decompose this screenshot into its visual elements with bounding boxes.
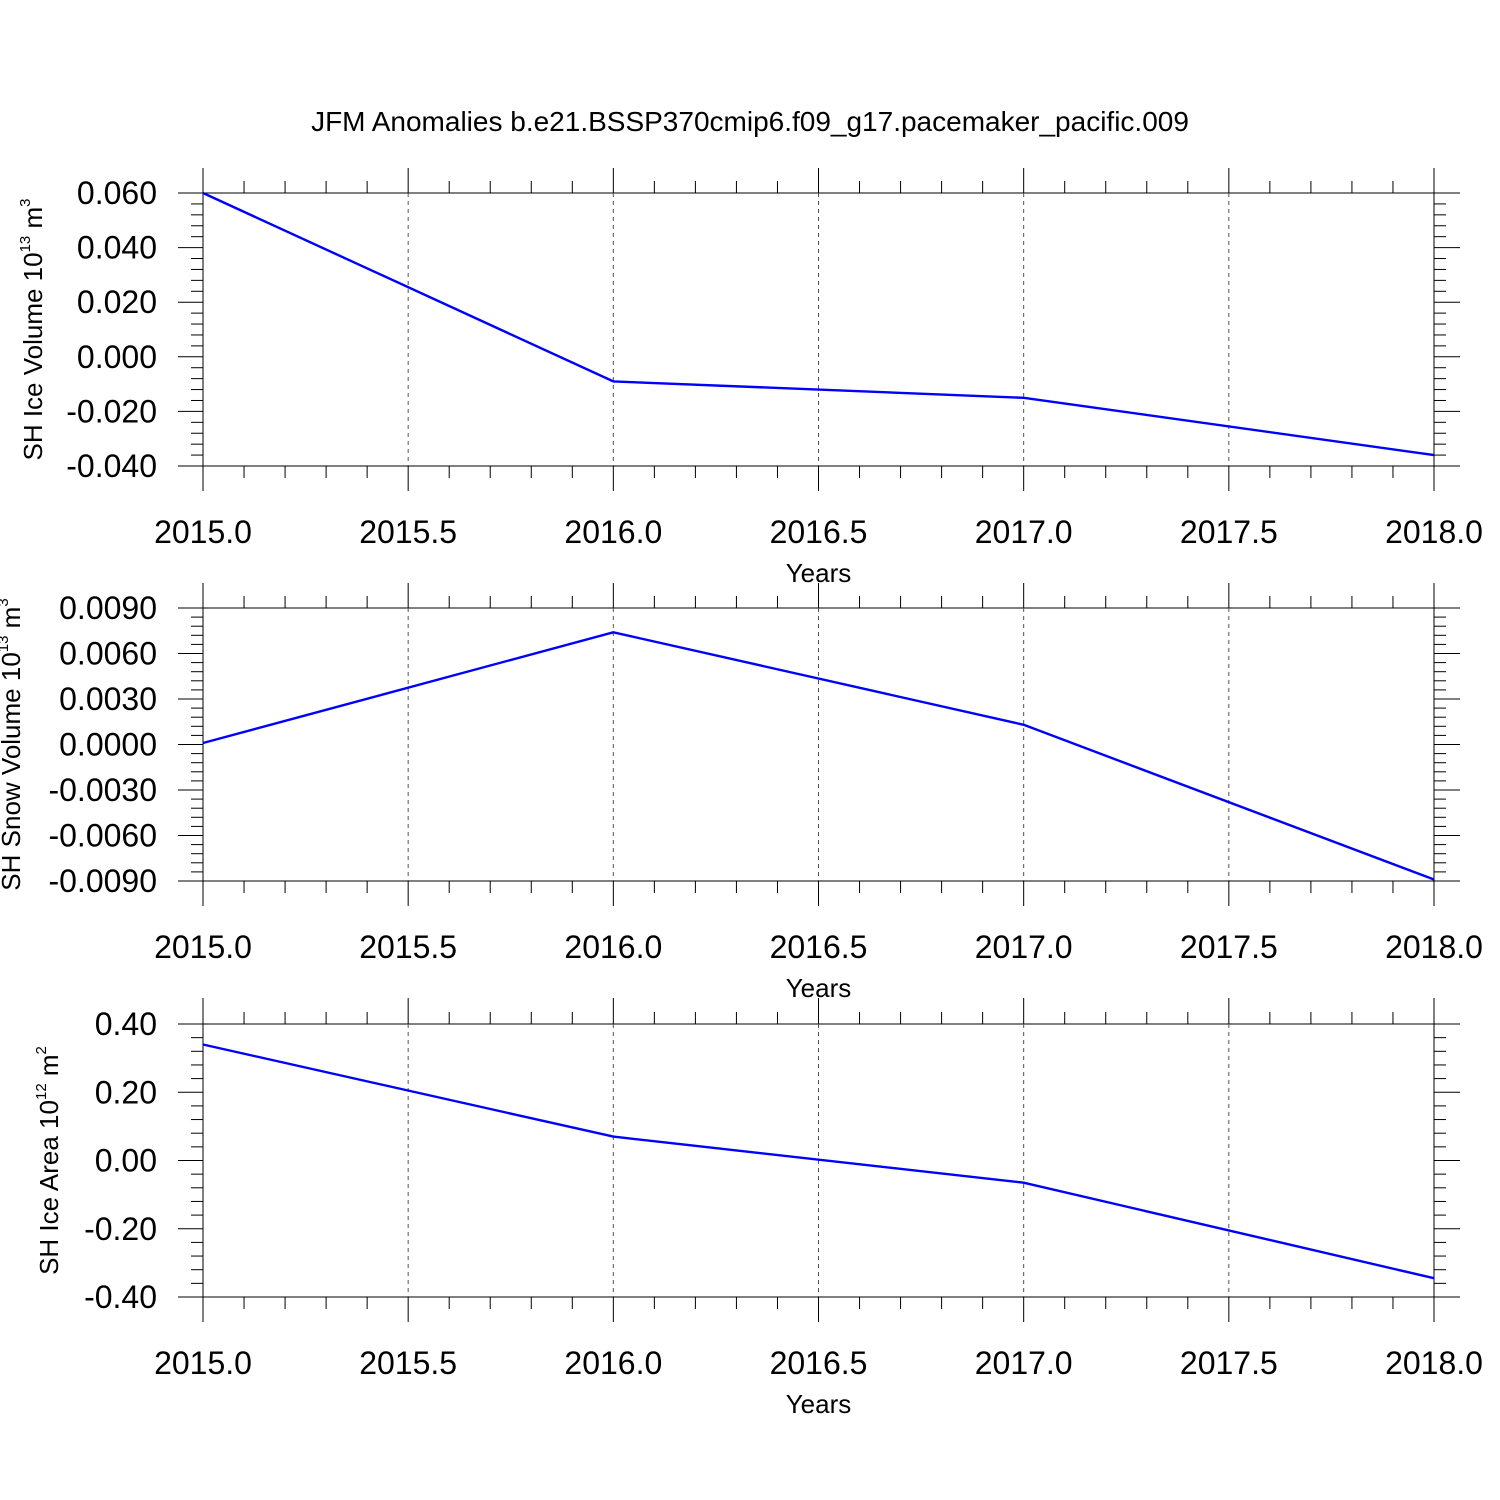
x-tick-label: 2018.0 xyxy=(1385,514,1483,550)
y-axis-title-superscript: 3 xyxy=(0,598,12,606)
y-axis-title-superscript: 13 xyxy=(17,236,34,253)
x-tick-label: 2016.0 xyxy=(564,929,662,965)
x-tick-label: 2015.5 xyxy=(359,1345,457,1381)
x-tick-label: 2016.0 xyxy=(564,514,662,550)
x-tick-label: 2017.5 xyxy=(1180,514,1278,550)
y-tick-label: 0.060 xyxy=(77,175,157,211)
y-tick-label: 0.0090 xyxy=(59,590,157,626)
x-tick-label: 2017.5 xyxy=(1180,929,1278,965)
y-tick-label: 0.0060 xyxy=(59,636,157,672)
panel-2: 2015.0 2015.5 2016.0 2016.5 2017.0 2017.5 2018… xyxy=(0,583,1483,1003)
y-tick-label: 0.00 xyxy=(95,1143,157,1179)
x-tick-label: 2015.0 xyxy=(154,1345,252,1381)
panel-1: 2015.0 2015.5 2016.0 2016.5 2017.0 2017.5 2018… xyxy=(17,168,1483,588)
y-tick-label: 0.0000 xyxy=(59,727,157,763)
x-tick-label: 2016.5 xyxy=(770,1345,868,1381)
y-axis-title-text: SH Ice Area 10 xyxy=(34,1100,64,1275)
y-axis-title-text: m xyxy=(0,607,26,636)
y-axis-title-text: m xyxy=(34,1054,64,1083)
y-axis-title-superscript: 12 xyxy=(33,1083,50,1100)
series-line xyxy=(202,1043,1435,1280)
x-tick-label: 2017.0 xyxy=(975,929,1073,965)
y-tick-label: 0.000 xyxy=(77,339,157,375)
x-tick-label: 2015.0 xyxy=(154,514,252,550)
y-tick-label: -0.0090 xyxy=(48,863,157,899)
x-tick-label: 2018.0 xyxy=(1385,1345,1483,1381)
series-line xyxy=(202,191,1435,457)
x-tick-label: 2015.0 xyxy=(154,929,252,965)
y-axis-title-superscript: 3 xyxy=(17,198,34,206)
x-tick-label: 2017.5 xyxy=(1180,1345,1278,1381)
y-tick-label: -0.0060 xyxy=(48,818,157,854)
y-axis-title: SH Ice Area 1012 m2 xyxy=(33,1046,64,1275)
x-tick-label: 2017.0 xyxy=(975,1345,1073,1381)
x-tick-label: 2016.5 xyxy=(770,514,868,550)
y-tick-label: -0.40 xyxy=(84,1279,157,1315)
panel-3: 2015.0 2015.5 2016.0 2016.5 2017.0 2017.5 2018… xyxy=(33,998,1483,1419)
y-axis-title-text: SH Snow Volume 10 xyxy=(0,652,26,890)
y-axis-title: SH Ice Volume 1013 m3 xyxy=(17,198,48,460)
y-tick-label: -0.0030 xyxy=(48,772,157,808)
y-axis-title-superscript: 2 xyxy=(33,1046,50,1054)
x-tick-label: 2015.5 xyxy=(359,514,457,550)
x-axis-title: Years xyxy=(786,1389,852,1419)
y-tick-label: 0.20 xyxy=(95,1074,157,1110)
y-tick-label: 0.020 xyxy=(77,284,157,320)
y-tick-label: -0.020 xyxy=(66,393,157,429)
series-line xyxy=(202,631,1435,881)
x-tick-label: 2018.0 xyxy=(1385,929,1483,965)
y-tick-label: -0.20 xyxy=(84,1211,157,1247)
x-tick-label: 2017.0 xyxy=(975,514,1073,550)
y-axis-title: SH Snow Volume 1013 m3 xyxy=(0,598,26,890)
y-axis-title-text: m xyxy=(18,207,48,236)
y-tick-label: 0.0030 xyxy=(59,681,157,717)
x-tick-label: 2015.5 xyxy=(359,929,457,965)
y-tick-label: 0.40 xyxy=(95,1006,157,1042)
x-tick-label: 2016.5 xyxy=(770,929,868,965)
y-tick-label: 0.040 xyxy=(77,230,157,266)
x-tick-label: 2016.0 xyxy=(564,1345,662,1381)
y-axis-title-text: SH Ice Volume 10 xyxy=(18,252,48,460)
y-tick-label: -0.040 xyxy=(66,448,157,484)
figure-title: JFM Anomalies b.e21.BSSP370cmip6.f09_g17… xyxy=(311,106,1189,137)
y-axis-title-superscript: 13 xyxy=(0,636,12,653)
